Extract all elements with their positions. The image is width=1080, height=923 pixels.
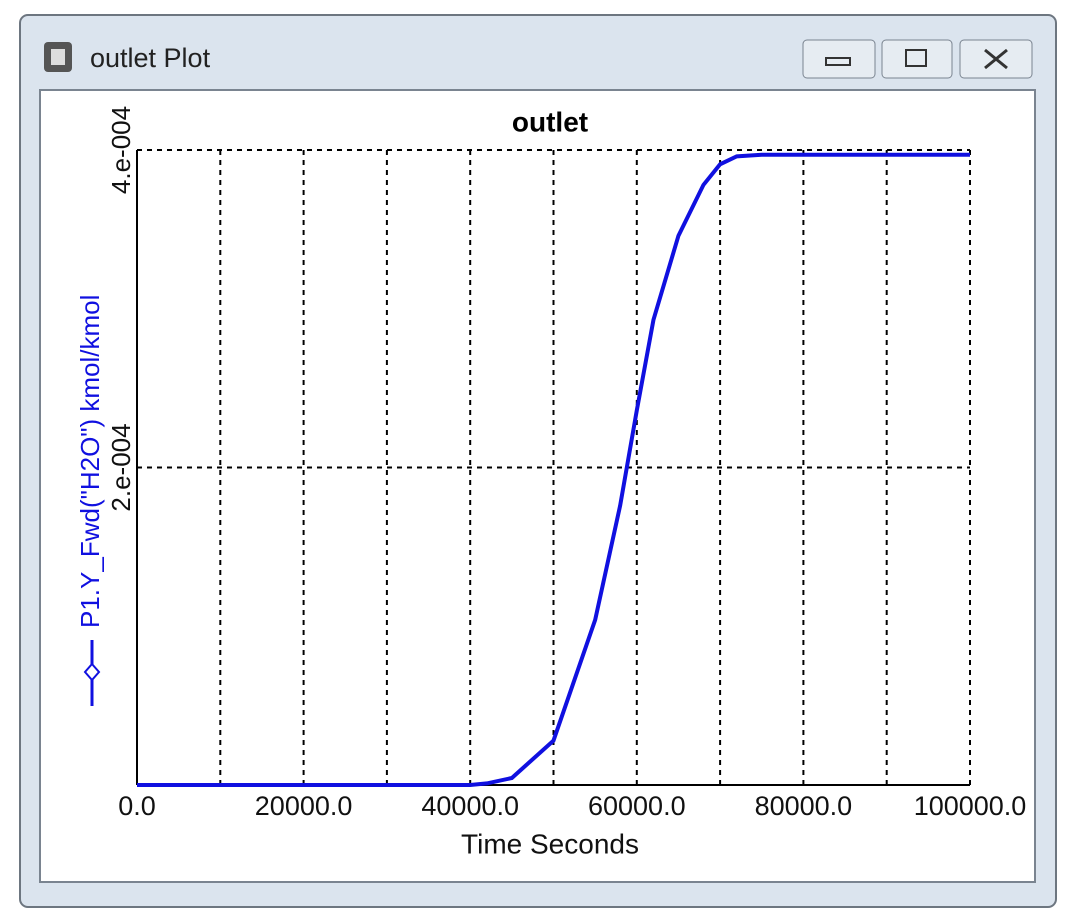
- x-axis-label: Time Seconds: [461, 828, 639, 859]
- window-title: outlet Plot: [90, 43, 211, 73]
- x-tick-label: 80000.0: [755, 791, 853, 821]
- minimize-icon: [825, 57, 851, 66]
- x-tick-label: 40000.0: [421, 791, 519, 821]
- series-line: [137, 152, 970, 787]
- maximize-button[interactable]: [881, 39, 953, 79]
- legend-label: P1.Y_Fwd("H2O") kmol/kmol: [75, 295, 105, 628]
- y-tick-label: 2.e-004: [106, 423, 136, 511]
- x-tick-label: 100000.0: [914, 791, 1027, 821]
- maximize-icon: [905, 49, 927, 67]
- legend-marker: [83, 662, 101, 682]
- window-icon-inner: [51, 49, 65, 65]
- close-icon: [984, 48, 1008, 70]
- x-tick-label: 60000.0: [588, 791, 686, 821]
- plot: 0.0 20000.0 40000.0 60000.0 80000.0 100000.0 2…: [75, 106, 1026, 821]
- chart-title: outlet: [512, 106, 588, 137]
- y-tick-label: 4.e-004: [106, 106, 136, 194]
- x-tick-label: 0.0: [118, 791, 156, 821]
- client-area: [39, 89, 1036, 883]
- x-tick-label: 20000.0: [255, 791, 353, 821]
